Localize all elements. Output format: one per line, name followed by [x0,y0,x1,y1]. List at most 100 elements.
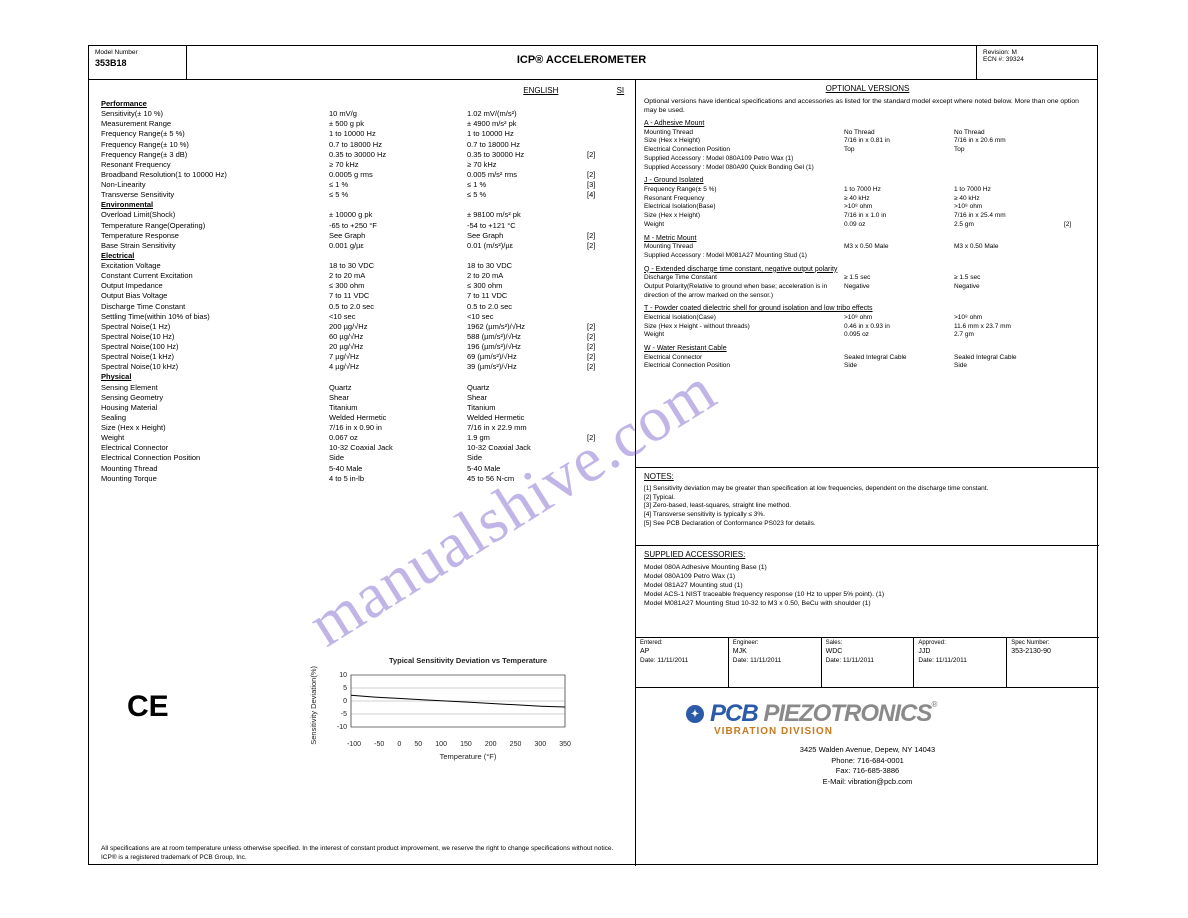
spec-si: Side [467,453,587,463]
option-group-title: W - Water Resistant Cable [644,344,1091,353]
spec-english: ≤ 300 ohm [329,281,467,291]
spec-si: 45 to 56 N-cm [467,474,587,484]
spec-english: ≥ 70 kHz [329,160,467,170]
opt-label: Discharge Time Constant [644,274,844,283]
chart-xtick: 0 [397,741,401,748]
section-title: Performance [101,99,329,109]
opt-si [954,252,1064,261]
opt-si [954,164,1064,173]
opt-note [1064,146,1082,155]
spec-si: 39 (µm/s²)/√Hz [467,362,587,372]
spec-note [587,140,611,150]
spec-row: Size (Hex x Height)7/16 in x 0.90 in7/16… [101,423,625,433]
spec-si: 69 (µm/s²)/√Hz [467,352,587,362]
opt-note [1064,212,1082,221]
opt-note [1064,155,1082,164]
spec-row: Sensitivity(± 10 %)10 mV/g1.02 mV/(m/s²) [101,109,625,119]
spec-english: ≤ 5 % [329,190,467,200]
spec-note [587,302,611,312]
accessories-title: SUPPLIED ACCESSORIES: [644,550,1091,561]
spec-note: [2] [587,362,611,372]
spec-si: ≤ 300 ohm [467,281,587,291]
opt-note [1064,243,1082,252]
accessory-item: Model M081A27 Mounting Stud 10-32 to M3 … [644,599,1091,608]
spec-note [587,453,611,463]
opt-si: 11.6 mm x 23.7 mm [954,323,1064,332]
opt-label: Output Polarity(Relative to ground when … [644,283,844,301]
spec-row: Mounting Thread5-40 Male5-40 Male [101,464,625,474]
opt-english: 7/16 in x 1.0 in [844,212,954,221]
spec-note: [2] [587,322,611,332]
spec-si: -54 to +121 °C [467,221,587,231]
spec-row: Discharge Time Constant0.5 to 2.0 sec0.5… [101,302,625,312]
spec-english: Titanium [329,403,467,413]
spec-row: Temperature Range(Operating)-65 to +250 … [101,221,625,231]
spec-note: [2] [587,342,611,352]
spec-english: ≤ 1 % [329,180,467,190]
option-group-title: Q - Extended discharge time constant, ne… [644,265,1091,274]
spec-note: [2] [587,241,611,251]
opt-english: No Thread [844,129,954,138]
spec-row: Constant Current Excitation2 to 20 mA2 t… [101,271,625,281]
opt-english: Top [844,146,954,155]
accessory-item: Model 080A109 Petro Wax (1) [644,572,1091,581]
spec-si: Quartz [467,383,587,393]
notes-list: [1] Sensitivity deviation may be greater… [644,485,1091,529]
opt-label: Electrical Connection Position [644,362,844,371]
chart-xtick: 50 [414,741,422,748]
spec-si: <10 sec [467,312,587,322]
sig-entered-val: AP [640,648,724,655]
spec-si: ≥ 70 kHz [467,160,587,170]
spec-note [587,383,611,393]
spec-label: Sensitivity(± 10 %) [101,109,329,119]
modelnum-label: Model Number [95,49,180,56]
spec-si: 7 to 11 VDC [467,291,587,301]
opt-english: ≥ 40 kHz [844,195,954,204]
chart-xtick: 350 [559,741,571,748]
chart-xtick: 250 [510,741,522,748]
spec-label: Measurement Range [101,119,329,129]
svg-text:-10: -10 [337,724,347,731]
opt-si: >10⁸ ohm [954,203,1064,212]
chart-ylabel: Sensitivity Deviation(%) [309,666,318,745]
opt-si: Sealed Integral Cable [954,354,1064,363]
spec-note [587,119,611,129]
opt-note [1064,252,1082,261]
accessory-item: Model 081A27 Mounting stud (1) [644,581,1091,590]
spec-row: Overload Limit(Shock)± 10000 g pk± 98100… [101,210,625,220]
optional-intro: Optional versions have identical specifi… [644,97,1091,115]
spec-note: [2] [587,332,611,342]
spec-row: Base Strain Sensitivity0.001 g/µε0.01 (m… [101,241,625,251]
opt-note [1064,164,1082,173]
note-item: [3] Zero-based, least-squares, straight … [644,502,1091,511]
spec-si: 1962 (µm/s²)/√Hz [467,322,587,332]
spec-si: 1.02 mV/(m/s²) [467,109,587,119]
spec-si: 5-40 Male [467,464,587,474]
spec-note [587,129,611,139]
spec-si: 1.9 gm [467,433,587,443]
spec-label: Weight [101,433,329,443]
topbar: Model Number 353B18 ICP® ACCELEROMETER R… [89,46,1097,80]
brand-pcb: PCB [710,700,758,727]
spec-english: Welded Hermetic [329,413,467,423]
spec-si: 0.7 to 18000 Hz [467,140,587,150]
spec-note [587,393,611,403]
spec-label: Frequency Range(± 3 dB) [101,150,329,160]
chart-xtick: 100 [435,741,447,748]
option-row: Size (Hex x Height)7/16 in x 1.0 in7/16 … [644,212,1091,221]
opt-note [1064,314,1082,323]
spec-label: Spectral Noise(1 kHz) [101,352,329,362]
sig-engineer: Engineer: MJK Date: 11/11/2011 [729,638,822,687]
sig-engineer-val: MJK [733,648,817,655]
spec-english: 60 µg/√Hz [329,332,467,342]
spec-note: [2] [587,433,611,443]
addr-line4: E-Mail: vibration@pcb.com [646,777,1089,788]
spec-english: 0.5 to 2.0 sec [329,302,467,312]
spec-english: 0.7 to 18000 Hz [329,140,467,150]
spec-si: 0.005 m/s² rms [467,170,587,180]
spec-row: Output Impedance≤ 300 ohm≤ 300 ohm [101,281,625,291]
addr-line2: Phone: 716-684-0001 [646,756,1089,767]
spec-label: Sealing [101,413,329,423]
option-row: Mounting ThreadNo ThreadNo Thread [644,129,1091,138]
spec-si: Shear [467,393,587,403]
